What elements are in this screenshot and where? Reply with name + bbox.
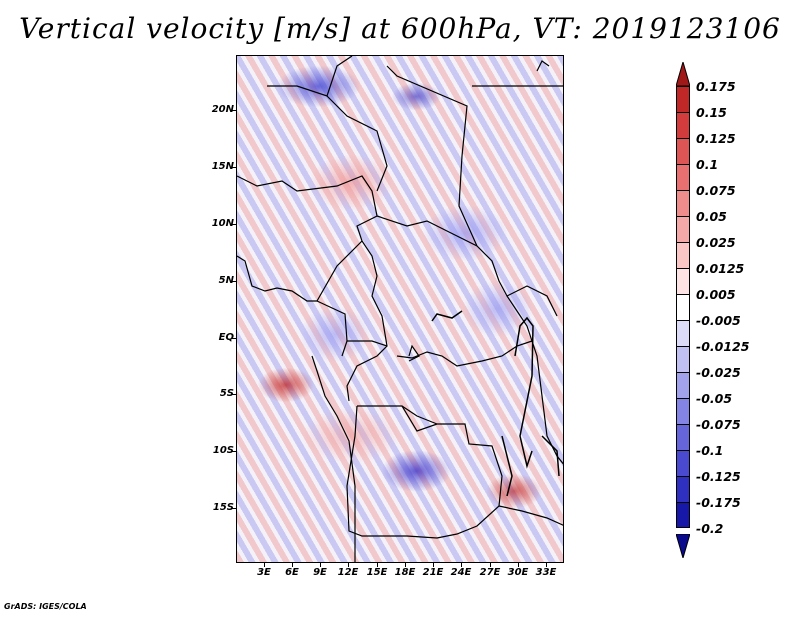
lon-tick xyxy=(490,563,491,567)
map-title: Vertical velocity [m/s] at 600hPa, VT: 2… xyxy=(19,12,781,45)
colorbar-label: 0.175 xyxy=(696,79,736,94)
country-borders xyxy=(237,56,563,562)
colorbar-swatch xyxy=(676,424,690,450)
colorbar-swatch xyxy=(676,242,690,268)
lon-tick xyxy=(518,563,519,567)
colorbar-label: -0.005 xyxy=(696,313,741,328)
lat-tick xyxy=(231,167,236,168)
colorbar-swatch xyxy=(676,164,690,190)
lat-label: 5S xyxy=(219,388,234,399)
colorbar-swatch xyxy=(676,320,690,346)
colorbar-label: -0.025 xyxy=(696,365,741,380)
colorbar-swatch xyxy=(676,112,690,138)
colorbar-swatch xyxy=(676,346,690,372)
lon-tick xyxy=(405,563,406,567)
lon-tick xyxy=(433,563,434,567)
lon-tick xyxy=(292,563,293,567)
lon-label: 24E xyxy=(450,567,472,578)
lon-label: 27E xyxy=(479,567,501,578)
colorbar-swatch xyxy=(676,86,690,112)
lat-tick xyxy=(231,508,236,509)
lat-tick xyxy=(231,338,236,339)
lat-tick xyxy=(231,110,236,111)
lon-label: 33E xyxy=(535,567,557,578)
colorbar-swatch xyxy=(676,190,690,216)
colorbar-swatch xyxy=(676,502,690,528)
colorbar xyxy=(676,62,690,558)
lon-tick xyxy=(461,563,462,567)
lon-tick xyxy=(377,563,378,567)
lon-tick xyxy=(320,563,321,567)
colorbar-swatch xyxy=(676,476,690,502)
map-panel xyxy=(236,55,564,563)
lon-label: 21E xyxy=(422,567,444,578)
lon-label: 30E xyxy=(507,567,529,578)
lat-tick xyxy=(231,224,236,225)
colorbar-swatch xyxy=(676,450,690,476)
colorbar-label: 0.15 xyxy=(696,105,727,120)
colorbar-label: 0.05 xyxy=(696,209,727,224)
colorbar-swatch xyxy=(676,398,690,424)
colorbar-label: 0.025 xyxy=(696,235,736,250)
colorbar-swatch xyxy=(676,294,690,320)
lat-tick xyxy=(231,394,236,395)
colorbar-label: -0.2 xyxy=(696,521,724,536)
lon-label: 15E xyxy=(366,567,388,578)
lat-label: 5N xyxy=(218,275,234,286)
colorbar-top-arrow xyxy=(676,62,690,86)
lat-label: 20N xyxy=(211,104,234,115)
lat-label: 10N xyxy=(211,218,234,229)
colorbar-label: 0.1 xyxy=(696,157,719,172)
colorbar-label: -0.075 xyxy=(696,417,741,432)
colorbar-label: -0.0125 xyxy=(696,339,750,354)
colorbar-swatch xyxy=(676,216,690,242)
lat-label: 15S xyxy=(212,502,234,513)
lat-tick xyxy=(231,281,236,282)
colorbar-swatch xyxy=(676,372,690,398)
lon-tick xyxy=(348,563,349,567)
lat-label: 10S xyxy=(212,445,234,456)
colorbar-label: -0.1 xyxy=(696,443,724,458)
colorbar-label: -0.175 xyxy=(696,495,741,510)
colorbar-label: 0.075 xyxy=(696,183,736,198)
lon-label: 9E xyxy=(313,567,327,578)
lat-tick xyxy=(231,451,236,452)
lon-label: 6E xyxy=(285,567,299,578)
lat-label: EQ xyxy=(218,332,234,343)
colorbar-label: 0.005 xyxy=(696,287,736,302)
lon-label: 12E xyxy=(337,567,359,578)
lon-tick xyxy=(264,563,265,567)
colorbar-swatch xyxy=(676,138,690,164)
colorbar-label: 0.125 xyxy=(696,131,736,146)
lat-label: 15N xyxy=(211,161,234,172)
colorbar-label: -0.05 xyxy=(696,391,733,406)
footer-credit: GrADS: IGES/COLA xyxy=(4,602,87,611)
lon-tick xyxy=(546,563,547,567)
lon-label: 3E xyxy=(257,567,271,578)
lon-label: 18E xyxy=(394,567,416,578)
colorbar-swatch xyxy=(676,268,690,294)
colorbar-label: 0.0125 xyxy=(696,261,745,276)
colorbar-label: -0.125 xyxy=(696,469,741,484)
colorbar-bottom-arrow xyxy=(676,534,690,558)
